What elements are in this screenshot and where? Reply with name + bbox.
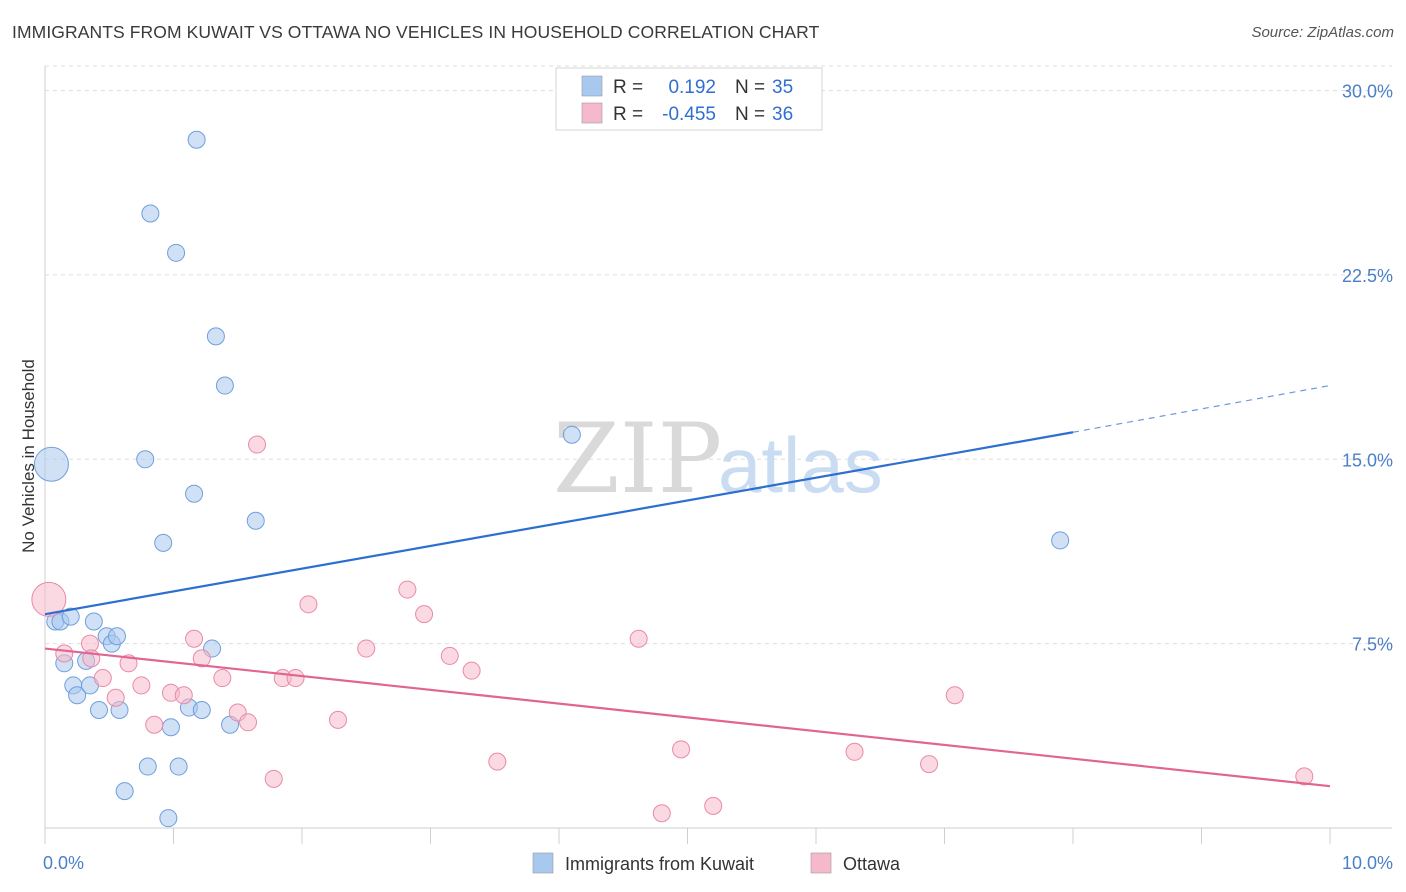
data-point bbox=[84, 612, 103, 631]
grid-lines bbox=[45, 65, 1392, 645]
legend-n-value: 35 bbox=[772, 77, 793, 98]
data-points bbox=[31, 130, 1314, 828]
y-tick-label: 22.5% bbox=[1342, 266, 1393, 286]
x-tick-label: 10.0% bbox=[1342, 853, 1393, 873]
data-point bbox=[920, 755, 939, 774]
stats-legend: R = 0.192 N = 35 R = -0.455 N = 36 bbox=[555, 67, 823, 131]
data-point bbox=[161, 718, 180, 737]
data-point bbox=[33, 446, 69, 482]
data-point bbox=[55, 644, 74, 663]
data-point bbox=[357, 639, 376, 658]
trend-line bbox=[44, 431, 1074, 616]
data-point bbox=[185, 629, 204, 648]
data-point bbox=[704, 796, 723, 815]
data-point bbox=[68, 686, 87, 705]
data-point bbox=[286, 669, 305, 688]
y-tick-label: 30.0% bbox=[1342, 82, 1393, 102]
data-point bbox=[652, 804, 671, 823]
data-point bbox=[159, 809, 178, 828]
legend-swatch bbox=[581, 75, 603, 97]
data-point bbox=[440, 646, 459, 665]
data-point bbox=[132, 676, 151, 695]
y-tick-label: 15.0% bbox=[1342, 450, 1393, 470]
data-point bbox=[107, 627, 126, 646]
data-point bbox=[192, 701, 211, 720]
legend-n-label: N = bbox=[735, 77, 765, 98]
data-point bbox=[167, 243, 186, 262]
series-legend-swatch bbox=[532, 852, 554, 874]
data-point bbox=[106, 688, 125, 707]
data-point bbox=[945, 686, 964, 705]
data-point bbox=[213, 669, 232, 688]
y-tick-labels: 7.5% 15.0% 22.5% 30.0% bbox=[1342, 82, 1393, 655]
legend-swatch bbox=[581, 102, 603, 124]
data-point bbox=[138, 757, 157, 776]
data-point bbox=[1295, 767, 1314, 786]
data-point bbox=[89, 701, 108, 720]
trend-line-extension bbox=[1072, 384, 1331, 433]
data-point bbox=[328, 710, 347, 729]
legend-r-value: -0.455 bbox=[662, 104, 716, 125]
data-point bbox=[246, 511, 265, 530]
y-tick-label: 7.5% bbox=[1352, 635, 1393, 655]
data-point bbox=[141, 204, 160, 223]
x-tick-label: 0.0% bbox=[43, 853, 84, 873]
data-point bbox=[61, 607, 80, 626]
watermark-atlas: atlas bbox=[718, 421, 883, 509]
watermark: ZIP atlas bbox=[553, 403, 883, 515]
data-point bbox=[845, 742, 864, 761]
data-point bbox=[1051, 531, 1070, 550]
data-point bbox=[629, 629, 648, 648]
data-point bbox=[174, 686, 193, 705]
source-credit: Source: ZipAtlas.com bbox=[1251, 24, 1394, 41]
data-point bbox=[154, 533, 173, 552]
legend-n-value: 36 bbox=[772, 104, 793, 125]
data-point bbox=[215, 376, 234, 395]
data-point bbox=[299, 595, 318, 614]
data-point bbox=[115, 782, 134, 801]
data-point bbox=[462, 661, 481, 680]
y-axis-title: No Vehicles in Household bbox=[19, 359, 38, 553]
legend-r-value: 0.192 bbox=[668, 77, 716, 98]
data-point bbox=[93, 669, 112, 688]
data-point bbox=[169, 757, 188, 776]
data-point bbox=[145, 715, 164, 734]
chart-title: IMMIGRANTS FROM KUWAIT VS OTTAWA NO VEHI… bbox=[12, 22, 820, 42]
data-point bbox=[672, 740, 691, 759]
legend-r-label: R = bbox=[613, 77, 643, 98]
legend-r-label: R = bbox=[613, 104, 643, 125]
legend-n-label: N = bbox=[735, 104, 765, 125]
data-point bbox=[248, 435, 267, 454]
trend-line bbox=[44, 647, 1331, 788]
data-point bbox=[415, 605, 434, 624]
data-point bbox=[398, 580, 417, 599]
data-point bbox=[192, 649, 211, 668]
data-point bbox=[488, 752, 507, 771]
x-tick-labels: 0.0% 10.0% bbox=[43, 853, 1393, 873]
data-point bbox=[562, 425, 581, 444]
axes bbox=[44, 66, 1392, 844]
data-point bbox=[264, 769, 283, 788]
series-legend: Immigrants from Kuwait Ottawa bbox=[532, 852, 901, 874]
data-point bbox=[206, 327, 225, 346]
series-legend-swatch bbox=[810, 852, 832, 874]
data-point bbox=[31, 581, 67, 617]
data-point bbox=[239, 713, 258, 732]
data-point bbox=[187, 130, 206, 149]
data-point bbox=[136, 450, 155, 469]
trend-lines bbox=[44, 384, 1331, 788]
series-legend-label: Immigrants from Kuwait bbox=[565, 854, 754, 874]
watermark-zip: ZIP bbox=[553, 403, 722, 515]
series-legend-label: Ottawa bbox=[843, 854, 901, 874]
data-point bbox=[185, 484, 204, 503]
